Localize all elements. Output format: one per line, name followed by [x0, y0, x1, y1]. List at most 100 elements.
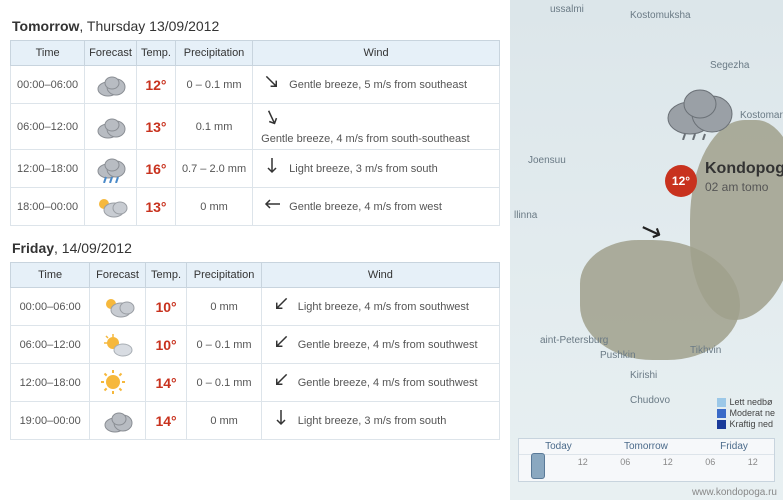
cell-precip: 0 mm: [175, 188, 252, 226]
wind-text: Gentle breeze, 4 m/s from west: [289, 201, 442, 213]
wind-arrow-icon: [270, 294, 292, 319]
legend-item: Kraftig ned: [717, 419, 775, 429]
wind-arrow-icon: [270, 332, 292, 357]
day-name: Friday: [12, 240, 54, 256]
forecast-row: 06:00–12:00 10° 0 – 0.1 mm Gentle breeze…: [11, 326, 500, 364]
map-city-label: aint-Petersburg: [540, 335, 608, 346]
cell-time: 18:00–00:00: [11, 188, 85, 226]
map-timeline[interactable]: TodayTomorrowFriday 061206120612: [518, 438, 775, 482]
map-city-label: Kostomuksha: [630, 10, 691, 21]
forecast-row: 12:00–18:00 14° 0 – 0.1 mm Gentle breeze…: [11, 364, 500, 402]
cell-temp: 16°: [136, 150, 175, 188]
day-header: Tomorrow, Thursday 13/09/2012: [12, 18, 500, 34]
cell-temp: 10°: [145, 288, 187, 326]
timeline-hour: 12: [748, 457, 758, 467]
wind-arrow-icon: [270, 370, 292, 395]
map-city-label: Chudovo: [630, 395, 670, 406]
timeline-day[interactable]: Friday: [720, 441, 748, 452]
cell-wind: Light breeze, 3 m/s from south: [261, 402, 499, 440]
map-legend: Lett nedbøModerat neKraftig ned: [717, 396, 775, 430]
col-forecast: Forecast: [90, 263, 145, 288]
cell-precip: 0 – 0.1 mm: [175, 66, 252, 104]
cell-time: 19:00–00:00: [11, 402, 90, 440]
cell-precip: 0 mm: [187, 288, 261, 326]
cell-temp: 10°: [145, 326, 187, 364]
col-temp: Temp.: [145, 263, 187, 288]
wind-text: Light breeze, 3 m/s from south: [289, 163, 438, 175]
day-name: Tomorrow: [12, 18, 79, 34]
wind-text: Light breeze, 3 m/s from south: [298, 415, 447, 427]
legend-label: Moderat ne: [729, 408, 775, 418]
cell-time: 12:00–18:00: [11, 150, 85, 188]
wind-arrow-icon: [270, 408, 292, 433]
cell-precip: 0 – 0.1 mm: [187, 326, 261, 364]
col-time: Time: [11, 41, 85, 66]
col-time: Time: [11, 263, 90, 288]
forecast-row: 19:00–00:00 14° 0 mm Light breeze, 3 m/s…: [11, 402, 500, 440]
wind-arrow-icon: [261, 194, 283, 219]
timeline-hour: 06: [620, 457, 630, 467]
weather-icon: [85, 104, 137, 150]
forecast-panel: Tomorrow, Thursday 13/09/2012 Time Forec…: [0, 0, 510, 500]
timeline-day[interactable]: Today: [545, 441, 572, 452]
legend-label: Lett nedbø: [729, 397, 772, 407]
forecast-row: 00:00–06:00 12° 0 – 0.1 mm Gentle breeze…: [11, 66, 500, 104]
col-temp: Temp.: [136, 41, 175, 66]
weather-icon: [90, 364, 145, 402]
timeline-hour: 12: [663, 457, 673, 467]
temp-badge: 12°: [665, 165, 697, 197]
map-city-label: Segezha: [710, 60, 749, 71]
map-city-label: Kirishi: [630, 370, 657, 381]
wind-arrow-icon: [261, 156, 283, 181]
location-subtitle: 02 am tomo: [705, 180, 768, 194]
cell-time: 12:00–18:00: [11, 364, 90, 402]
cell-wind: Light breeze, 4 m/s from southwest: [261, 288, 499, 326]
timeline-day[interactable]: Tomorrow: [624, 441, 668, 452]
cell-time: 06:00–12:00: [11, 326, 90, 364]
cell-wind: Gentle breeze, 4 m/s from southwest: [261, 326, 499, 364]
wind-text: Light breeze, 4 m/s from southwest: [298, 301, 469, 313]
cell-precip: 0 mm: [187, 402, 261, 440]
day-date: , Thursday 13/09/2012: [79, 18, 219, 34]
legend-swatch: [717, 398, 726, 407]
cell-temp: 14°: [145, 364, 187, 402]
wind-text: Gentle breeze, 4 m/s from south-southeas…: [261, 133, 470, 145]
cell-wind: Light breeze, 3 m/s from south: [253, 150, 500, 188]
wind-arrow-icon: [261, 108, 283, 133]
weather-icon: [85, 66, 137, 104]
cloud-icon: [660, 80, 740, 143]
map-city-label: Joensuu: [528, 155, 566, 166]
cell-wind: Gentle breeze, 4 m/s from south-southeas…: [253, 104, 500, 150]
cell-temp: 13°: [136, 188, 175, 226]
cell-time: 06:00–12:00: [11, 104, 85, 150]
cell-wind: Gentle breeze, 5 m/s from southeast: [253, 66, 500, 104]
wind-text: Gentle breeze, 4 m/s from southwest: [298, 339, 478, 351]
weather-map[interactable]: ussalmi Kostomuksha Segezha Kostomar Joensuu…: [510, 0, 783, 500]
day-date: , 14/09/2012: [54, 240, 132, 256]
day-header: Friday, 14/09/2012: [12, 240, 500, 256]
wind-arrow-icon: [261, 72, 283, 97]
cell-precip: 0 – 0.1 mm: [187, 364, 261, 402]
col-wind: Wind: [253, 41, 500, 66]
location-name: Kondopoga: [705, 160, 783, 178]
cell-precip: 0.7 – 2.0 mm: [175, 150, 252, 188]
legend-swatch: [717, 420, 726, 429]
weather-icon: [90, 402, 145, 440]
timeline-handle[interactable]: [531, 453, 545, 479]
cell-temp: 14°: [145, 402, 187, 440]
map-city-label: Tikhvin: [690, 345, 721, 356]
cell-temp: 12°: [136, 66, 175, 104]
map-city-label: llinna: [514, 210, 537, 221]
weather-icon: [85, 150, 137, 188]
map-city-label: Pushkin: [600, 350, 636, 361]
map-landmass: [690, 120, 783, 320]
forecast-row: 12:00–18:00 16° 0.7 – 2.0 mm Light breez…: [11, 150, 500, 188]
forecast-row: 06:00–12:00 13° 0.1 mm Gentle breeze, 4 …: [11, 104, 500, 150]
col-forecast: Forecast: [85, 41, 137, 66]
map-city-label: Kostomar: [740, 110, 783, 121]
map-city-label: ussalmi: [550, 4, 584, 15]
weather-icon: [85, 188, 137, 226]
col-wind: Wind: [261, 263, 499, 288]
cell-wind: Gentle breeze, 4 m/s from west: [253, 188, 500, 226]
col-precip: Precipitation: [175, 41, 252, 66]
